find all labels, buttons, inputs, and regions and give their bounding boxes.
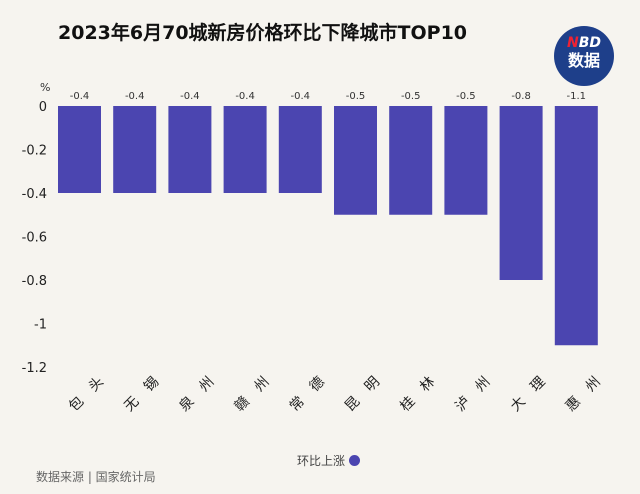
y-tick-label: -0.8 [22,274,47,289]
data-label: -0.5 [456,91,476,102]
data-label: -0.8 [511,91,531,102]
x-tick-label: 泉州 [176,363,228,415]
x-tick-label: 桂林 [397,364,448,415]
x-tick-label: 大理 [508,364,559,415]
legend-swatch [349,455,361,466]
data-label: -0.4 [125,91,145,102]
bar [278,106,322,193]
data-label: -0.4 [291,91,311,102]
data-label: -0.4 [180,91,200,102]
source-note: 数据来源 | 国家统计局 [36,470,156,484]
y-axis-unit: % [40,81,50,94]
y-tick-label: -1.2 [22,361,47,376]
nbd-logo: NBD 数据 [554,26,614,86]
y-tick-label: -0.6 [22,231,47,246]
chart-title: 2023年6月70城新房价格环比下降城市TOP10 [58,22,468,44]
x-tick-label: 无锡 [121,364,172,415]
bar [58,106,101,193]
y-tick-label: -0.4 [22,187,47,202]
legend-label: 环比上涨 [297,454,346,468]
data-label: -0.4 [235,91,255,102]
bar [444,106,488,215]
data-label: -0.5 [346,91,366,102]
bar [168,106,212,193]
bar [334,106,377,215]
data-label: -0.4 [70,91,90,102]
x-tick-label: 惠州 [563,364,614,415]
bar [389,106,433,215]
y-tick-label: -0.2 [22,144,47,159]
x-tick-label: 常德 [287,364,338,415]
y-tick-label: -1 [34,318,47,333]
x-tick-label: 包头 [66,364,117,415]
bar [113,106,157,193]
bar [554,106,598,346]
x-tick-label: 泸州 [452,364,503,415]
data-label: -0.5 [401,91,421,102]
data-label: -1.1 [567,91,587,102]
x-tick-label: 昆明 [342,364,393,415]
y-tick-label: 0 [39,100,47,115]
bar [223,106,267,193]
bar [499,106,543,280]
x-tick-label: 赣州 [232,364,283,415]
legend: 环比上涨 [297,452,361,469]
